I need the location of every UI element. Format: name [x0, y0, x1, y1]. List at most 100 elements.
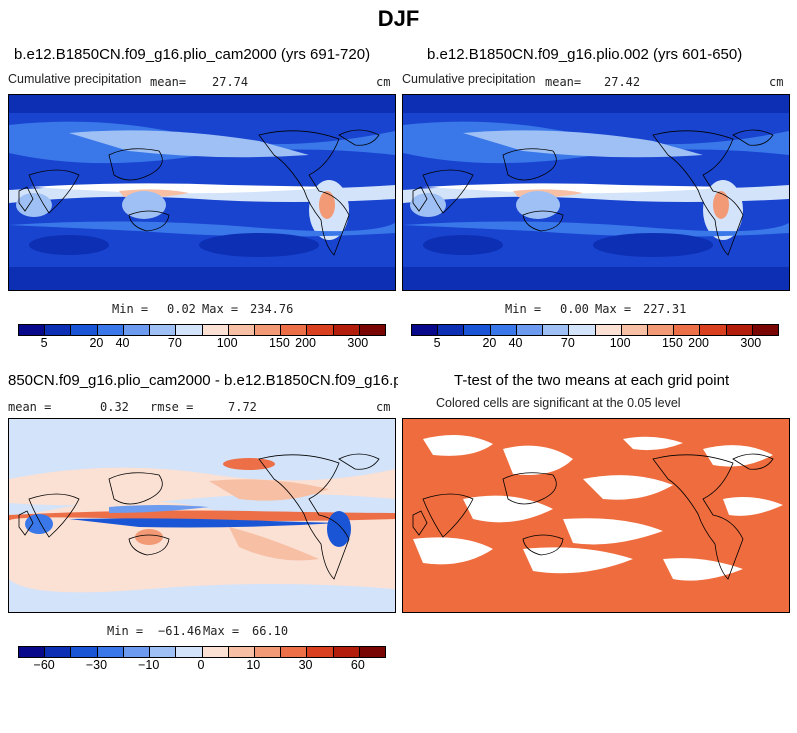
colorbar-tick-label: −10: [138, 658, 160, 672]
panel2-colorbar-ticks: 5 20 40 70 100 150 200 300: [411, 336, 777, 352]
colorbar-cell: [202, 325, 229, 335]
colorbar-tick-label: 300: [347, 336, 369, 350]
colorbar-tick-label: 10: [246, 658, 261, 672]
colorbar-cell: [45, 647, 72, 657]
colorbar-tick-label: 100: [216, 336, 238, 350]
colorbar-cell: [202, 647, 229, 657]
colorbar-tick-label: 5: [40, 336, 48, 350]
panel3-diff-field: [9, 419, 395, 612]
colorbar-tick-label: 40: [115, 336, 130, 350]
colorbar-cell: [254, 325, 282, 335]
colorbar-tick-label: 5: [433, 336, 441, 350]
panel2-max-label: Max =: [595, 302, 632, 316]
panel4-title: T-test of the two means at each grid poi…: [454, 372, 730, 389]
panel3-min-label: Min =: [107, 624, 144, 638]
panel4-map: [402, 418, 790, 613]
panel4-significance-field: [403, 419, 789, 612]
panel2-max-value: 227.31: [643, 302, 687, 316]
panel4-insignificant-cells: [413, 435, 783, 581]
colorbar-cell: [228, 647, 255, 657]
colorbar-tick-label: 200: [295, 336, 316, 350]
panel1-title: b.e12.B1850CN.f09_g16.plio_cam2000 (yrs …: [14, 46, 371, 63]
panel3-colorbar: [18, 646, 386, 658]
panel3-min-value: −61.46: [158, 624, 202, 638]
colorbar-cell: [752, 325, 779, 335]
colorbar-cell: [150, 647, 177, 657]
colorbar-tick-label: 60: [350, 658, 365, 672]
colorbar-cell: [150, 325, 177, 335]
panel2-mean-value: 27.42: [604, 75, 641, 89]
colorbar-cell: [45, 325, 72, 335]
panel2-mean-label: mean=: [545, 75, 582, 89]
colorbar-cell: [359, 647, 386, 657]
colorbar-cell: [647, 325, 675, 335]
colorbar-cell: [490, 325, 517, 335]
panel1-map: [8, 94, 396, 291]
colorbar-cell: [621, 325, 648, 335]
colorbar-tick-label: 40: [508, 336, 523, 350]
panel1-mean-label: mean=: [150, 75, 187, 89]
colorbar-cell: [123, 647, 151, 657]
panel2-variable-label: Cumulative precipitation: [402, 72, 536, 86]
colorbar-cell: [464, 325, 491, 335]
panel1-min-value: 0.02: [167, 302, 196, 316]
panel1-max-value: 234.76: [250, 302, 294, 316]
panel2-precip-field: [403, 95, 789, 290]
colorbar-cell: [438, 325, 465, 335]
colorbar-tick-label: 150: [268, 336, 290, 350]
colorbar-tick-label: 20: [89, 336, 104, 350]
colorbar-tick-label: 0: [197, 658, 205, 672]
colorbar-cell: [281, 647, 308, 657]
colorbar-cell: [281, 325, 308, 335]
panel3-mean-value: 0.32: [100, 400, 129, 414]
colorbar-cell: [228, 325, 255, 335]
colorbar-cell: [412, 325, 439, 335]
panel1-colorbar-ticks: 5 20 40 70 100 150 200 300: [18, 336, 384, 352]
colorbar-cell: [307, 647, 334, 657]
colorbar-cell: [123, 325, 151, 335]
panel3-max-label: Max =: [203, 624, 240, 638]
panel3-max-value: 66.10: [252, 624, 289, 638]
colorbar-tick-label: 200: [688, 336, 709, 350]
panel2-units: cm: [769, 75, 784, 89]
panel3-mean-label: mean =: [8, 400, 52, 414]
colorbar-cell: [674, 325, 701, 335]
colorbar-tick-label: 300: [740, 336, 762, 350]
colorbar-tick-label: 150: [661, 336, 683, 350]
panel3-map: [8, 418, 396, 613]
colorbar-tick-label: 20: [482, 336, 497, 350]
colorbar-tick-label: 100: [609, 336, 631, 350]
panel1-precip-field: [9, 95, 395, 290]
colorbar-tick-label: 30: [298, 658, 313, 672]
colorbar-cell: [19, 325, 46, 335]
panel1-min-label: Min =: [112, 302, 149, 316]
colorbar-cell: [176, 647, 203, 657]
colorbar-cell: [176, 325, 203, 335]
colorbar-cell: [307, 325, 334, 335]
panel1-mean-value: 27.74: [212, 75, 249, 89]
colorbar-cell: [97, 647, 124, 657]
colorbar-cell: [19, 647, 46, 657]
panel2-min-value: 0.00: [560, 302, 589, 316]
panel3-rmse-value: 7.72: [228, 400, 257, 414]
figure-title: DJF: [377, 6, 420, 31]
colorbar-cell: [71, 325, 98, 335]
panel1-units: cm: [376, 75, 391, 89]
colorbar-tick-label: 70: [560, 336, 575, 350]
panel3-units: cm: [376, 400, 391, 414]
colorbar-cell: [71, 647, 98, 657]
colorbar-tick-label: 70: [167, 336, 182, 350]
colorbar-cell: [700, 325, 727, 335]
colorbar-cell: [359, 325, 386, 335]
colorbar-cell: [333, 325, 360, 335]
panel4-subtitle: Colored cells are significant at the 0.0…: [436, 396, 681, 410]
panel2-colorbar: [411, 324, 779, 336]
colorbar-cell: [543, 325, 570, 335]
colorbar-cell: [595, 325, 622, 335]
panel3-title: 850CN.f09_g16.plio_cam2000 - b.e12.B1850…: [8, 372, 398, 389]
colorbar-tick-label: −30: [85, 658, 108, 672]
panel3-colorbar-ticks: −60 −30 −10 0 10 30 60: [18, 658, 384, 674]
colorbar-cell: [333, 647, 360, 657]
colorbar-cell: [726, 325, 753, 335]
colorbar-tick-label: −60: [33, 658, 55, 672]
